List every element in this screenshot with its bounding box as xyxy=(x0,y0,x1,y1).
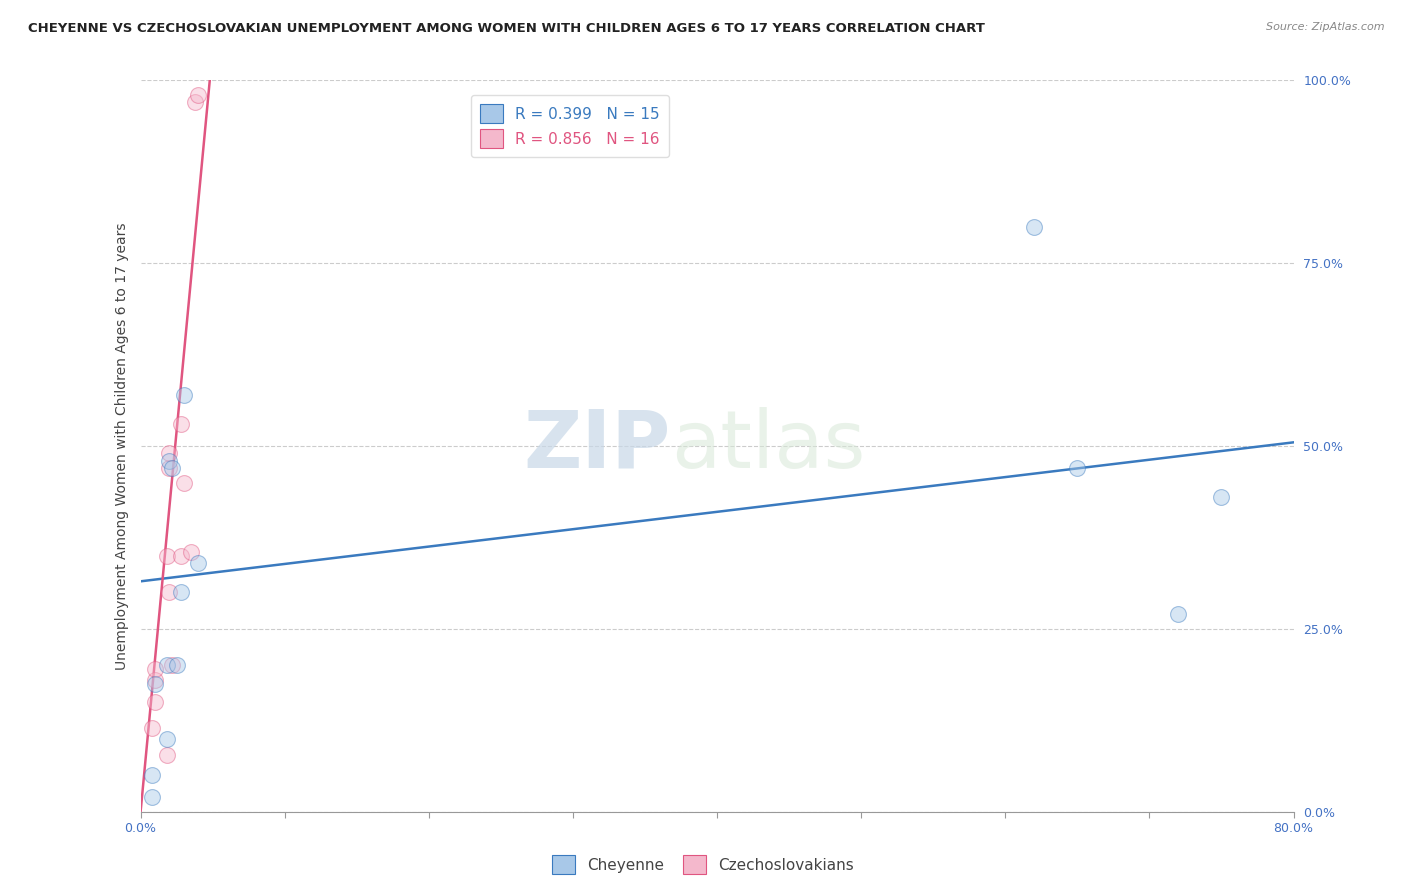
Point xyxy=(166,658,188,673)
Point xyxy=(143,676,166,690)
Point xyxy=(170,549,193,563)
Point xyxy=(141,790,163,805)
Legend: R = 0.399   N = 15, R = 0.856   N = 16: R = 0.399 N = 15, R = 0.856 N = 16 xyxy=(471,95,669,157)
Text: atlas: atlas xyxy=(671,407,865,485)
Point xyxy=(170,585,193,599)
Point xyxy=(141,768,163,782)
Point xyxy=(173,388,195,402)
Point xyxy=(159,446,180,460)
Point xyxy=(143,673,166,687)
Text: CHEYENNE VS CZECHOSLOVAKIAN UNEMPLOYMENT AMONG WOMEN WITH CHILDREN AGES 6 TO 17 : CHEYENNE VS CZECHOSLOVAKIAN UNEMPLOYMENT… xyxy=(28,22,986,36)
Y-axis label: Unemployment Among Women with Children Ages 6 to 17 years: Unemployment Among Women with Children A… xyxy=(115,222,129,670)
Text: Source: ZipAtlas.com: Source: ZipAtlas.com xyxy=(1267,22,1385,32)
Point xyxy=(187,87,209,102)
Text: ZIP: ZIP xyxy=(523,407,671,485)
Point xyxy=(155,549,177,563)
Point xyxy=(1167,607,1189,622)
Point xyxy=(155,731,177,746)
Point xyxy=(184,95,207,110)
Point xyxy=(159,585,180,599)
Point xyxy=(162,658,184,673)
Point xyxy=(155,658,177,673)
Point xyxy=(173,475,195,490)
Point xyxy=(1211,490,1233,504)
Point xyxy=(180,545,202,559)
Point xyxy=(162,461,184,475)
Point xyxy=(1024,219,1046,234)
Point xyxy=(187,556,209,570)
Point xyxy=(159,461,180,475)
Legend: Cheyenne, Czechoslovakians: Cheyenne, Czechoslovakians xyxy=(546,849,860,880)
Point xyxy=(143,695,166,709)
Point xyxy=(155,747,177,762)
Point xyxy=(141,721,163,735)
Point xyxy=(170,417,193,431)
Point xyxy=(143,662,166,676)
Point xyxy=(159,453,180,467)
Point xyxy=(1066,461,1088,475)
